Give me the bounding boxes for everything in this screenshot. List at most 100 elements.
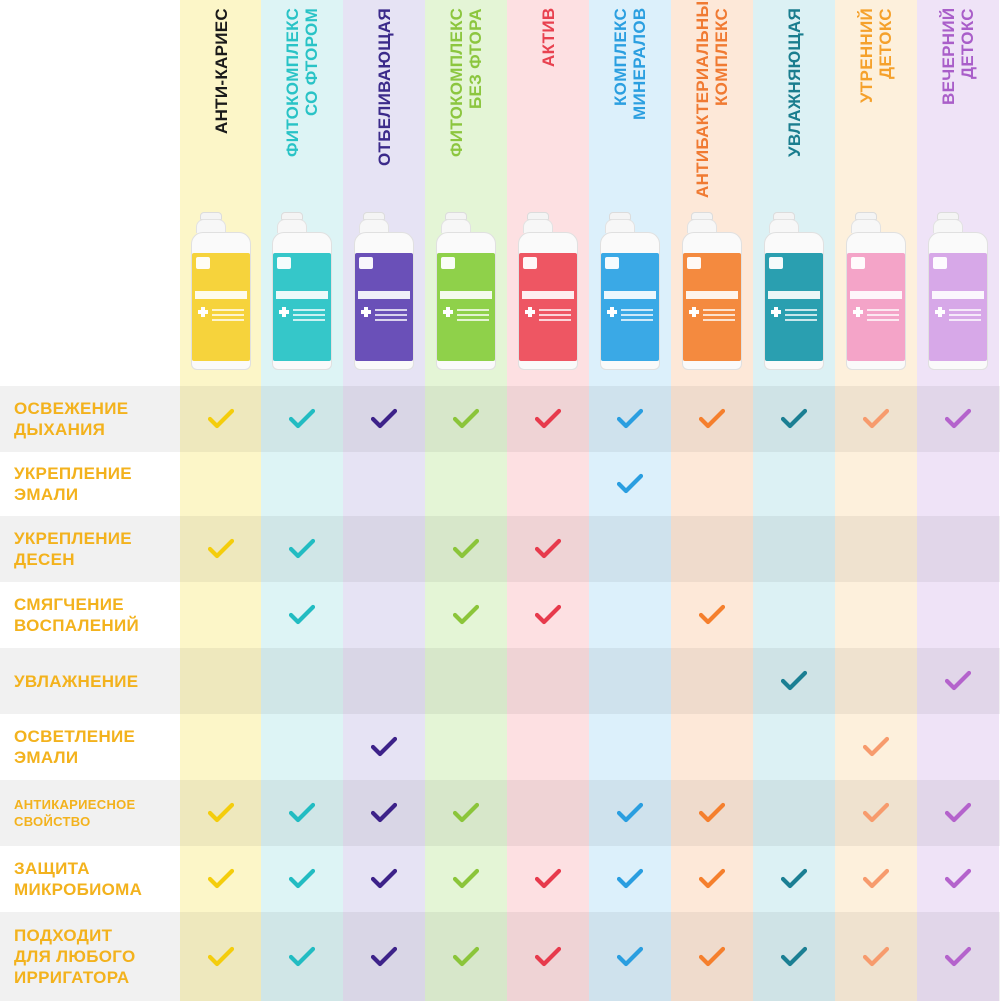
bottle-label: [601, 253, 659, 361]
check-icon: [617, 473, 643, 494]
check-icon: [535, 946, 561, 966]
product-bottle: [272, 232, 332, 370]
check-icon: [208, 802, 234, 823]
bottle-neck: [769, 219, 799, 233]
check-icon: [617, 802, 643, 823]
product-name: АНТИБАКТЕРИАЛЬНЫЙ КОМПЛЕКС: [693, 0, 731, 198]
product-column: ОТБЕЛИВАЮЩАЯ: [343, 0, 425, 1001]
check-icon: [863, 868, 889, 889]
bottle-label: [192, 253, 250, 361]
check-icon: [453, 946, 479, 966]
feature-row: СМЯГЧЕНИЕ ВОСПАЛЕНИЙ: [0, 582, 1000, 648]
cross-icon: [361, 307, 371, 317]
check-icon: [453, 604, 479, 625]
bottle-neck: [605, 219, 635, 233]
check-icon: [371, 868, 397, 889]
feature-label: ЗАЩИТА МИКРОБИОМА: [14, 859, 143, 899]
feature-row: УКРЕПЛЕНИЕ ДЕСЕН: [0, 516, 1000, 582]
feature-label: УВЛАЖНЕНИЕ: [14, 671, 139, 691]
feature-label: ОСВЕЖЕНИЕ ДЫХАНИЯ: [14, 399, 129, 439]
product-bottle: [846, 232, 906, 370]
feature-label: УКРЕПЛЕНИЕ ДЕСЕН: [14, 529, 132, 569]
check-icon: [617, 868, 643, 889]
feature-row: УКРЕПЛЕНИЕ ЭМАЛИ: [0, 452, 1000, 516]
product-name: АНТИ-КАРИЕС: [211, 8, 231, 134]
check-icon: [208, 538, 234, 559]
check-icon: [208, 868, 234, 889]
feature-label: ПОДХОДИТ ДЛЯ ЛЮБОГО ИРРИГАТОРА: [14, 926, 136, 987]
feature-row: ПОДХОДИТ ДЛЯ ЛЮБОГО ИРРИГАТОРА: [0, 912, 1000, 1001]
bottle-neck: [359, 219, 389, 233]
cross-icon: [935, 307, 945, 317]
product-name: УВЛАЖНЯЮЩАЯ: [784, 8, 804, 158]
check-icon: [535, 868, 561, 889]
product-column: ВЕЧЕРНИЙ ДЕТОКС: [917, 0, 999, 1001]
bottle-label: [519, 253, 577, 361]
feature-row: ОСВЕЖЕНИЕ ДЫХАНИЯ: [0, 386, 1000, 452]
check-icon: [371, 736, 397, 757]
check-icon: [617, 408, 643, 429]
bottle-label: [683, 253, 741, 361]
product-name: ФИТОКОМПЛЕКС БЕЗ ФТОРА: [447, 8, 485, 158]
check-icon: [945, 868, 971, 889]
check-icon: [453, 802, 479, 823]
check-icon: [781, 670, 807, 691]
product-bottle: [354, 232, 414, 370]
bottle-label: [273, 253, 331, 361]
check-icon: [453, 538, 479, 559]
bottle-neck: [687, 219, 717, 233]
check-icon: [945, 670, 971, 691]
product-bottle: [518, 232, 578, 370]
product-name: АКТИВ: [538, 8, 558, 68]
check-icon: [535, 604, 561, 625]
feature-row: АНТИКАРИЕСНОЕ СВОЙСТВО: [0, 780, 1000, 846]
product-name: ФИТОКОМПЛЕКС СО ФТОРОМ: [283, 8, 321, 158]
check-icon: [863, 946, 889, 966]
check-icon: [289, 868, 315, 889]
product-name: КОМПЛЕКС МИНЕРАЛОВ: [611, 8, 649, 121]
check-icon: [863, 736, 889, 757]
check-icon: [453, 868, 479, 889]
check-icon: [453, 408, 479, 429]
product-bottle: [600, 232, 660, 370]
feature-row: ОСВЕТЛЕНИЕ ЭМАЛИ: [0, 714, 1000, 780]
check-icon: [699, 946, 725, 966]
check-icon: [208, 408, 234, 429]
check-icon: [945, 946, 971, 966]
product-bottle: [436, 232, 496, 370]
cross-icon: [525, 307, 535, 317]
cross-icon: [689, 307, 699, 317]
bottle-neck: [441, 219, 471, 233]
product-column: УВЛАЖНЯЮЩАЯ: [753, 0, 835, 1001]
check-icon: [781, 868, 807, 889]
check-icon: [289, 946, 315, 966]
product-bottle: [928, 232, 988, 370]
bottle-neck: [196, 219, 226, 233]
feature-label: АНТИКАРИЕСНОЕ СВОЙСТВО: [14, 797, 136, 829]
check-icon: [863, 802, 889, 823]
check-icon: [781, 408, 807, 429]
feature-label: ОСВЕТЛЕНИЕ ЭМАЛИ: [14, 727, 136, 767]
product-column: АНТИБАКТЕРИАЛЬНЫЙ КОМПЛЕКС: [671, 0, 753, 1001]
cross-icon: [279, 307, 289, 317]
product-name: УТРЕННИЙ ДЕТОКС: [857, 8, 895, 104]
check-icon: [535, 408, 561, 429]
bottle-label: [847, 253, 905, 361]
product-bottle: [682, 232, 742, 370]
feature-row: УВЛАЖНЕНИЕ: [0, 648, 1000, 714]
check-icon: [699, 604, 725, 625]
check-icon: [371, 408, 397, 429]
check-icon: [289, 802, 315, 823]
check-icon: [371, 802, 397, 823]
check-icon: [863, 408, 889, 429]
check-icon: [371, 946, 397, 966]
product-column: АКТИВ: [507, 0, 589, 1001]
cross-icon: [607, 307, 617, 317]
check-icon: [617, 946, 643, 966]
product-name: ОТБЕЛИВАЮЩАЯ: [374, 8, 394, 166]
check-icon: [289, 408, 315, 429]
product-bottle: [191, 232, 251, 370]
product-name: ВЕЧЕРНИЙ ДЕТОКС: [939, 8, 977, 106]
check-icon: [289, 538, 315, 559]
bottle-label: [929, 253, 987, 361]
